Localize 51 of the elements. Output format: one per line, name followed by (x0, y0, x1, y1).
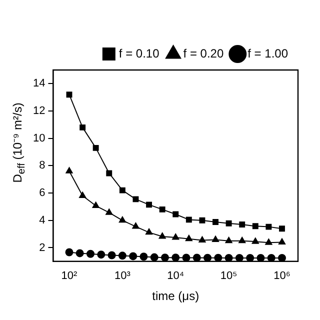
y-tick-label: 6 (39, 187, 46, 200)
point (226, 220, 232, 226)
point (252, 223, 258, 230)
point (252, 238, 259, 244)
x-tick-label: 10⁶ (274, 270, 290, 282)
point (212, 236, 220, 242)
x-tick-label: 10⁵ (220, 270, 238, 282)
point (266, 224, 272, 230)
y-tick-label: 4 (39, 214, 46, 226)
point (119, 187, 126, 194)
point (65, 248, 74, 256)
x-axis-title: time (μs) (152, 289, 200, 304)
point (66, 92, 72, 98)
y-tick-label: 8 (39, 160, 46, 172)
legend-label: f = 0.10 (118, 46, 160, 60)
point (238, 236, 246, 244)
point (278, 238, 286, 245)
point (66, 167, 73, 174)
point (80, 124, 86, 130)
point (106, 208, 113, 215)
point (172, 211, 179, 218)
point (158, 232, 166, 239)
point (132, 222, 140, 229)
point (159, 206, 166, 212)
point (279, 226, 285, 232)
point (239, 222, 246, 228)
point (132, 196, 139, 202)
point (225, 236, 232, 244)
x-tick-label: 10³ (114, 270, 131, 282)
legend-label: f = 0.20 (183, 46, 224, 60)
point (198, 236, 206, 242)
point (92, 202, 100, 208)
legend-label: f = 1.00 (248, 46, 288, 60)
point (92, 144, 99, 151)
point (118, 216, 126, 223)
point (212, 219, 218, 225)
point (186, 216, 192, 223)
y-tick-label: 12 (32, 105, 46, 118)
y-tick-label: 14 (32, 78, 46, 90)
x-tick-label: 10⁴ (167, 270, 184, 282)
point (199, 217, 206, 224)
x-tick-label: 10² (61, 270, 78, 282)
point (146, 202, 152, 208)
point (265, 238, 272, 245)
y-tick-label: 2 (39, 242, 46, 254)
point (106, 170, 112, 176)
y-tick-label: 10 (32, 132, 46, 144)
point (172, 233, 180, 240)
point (185, 234, 192, 242)
point (145, 228, 153, 235)
point (79, 192, 86, 198)
